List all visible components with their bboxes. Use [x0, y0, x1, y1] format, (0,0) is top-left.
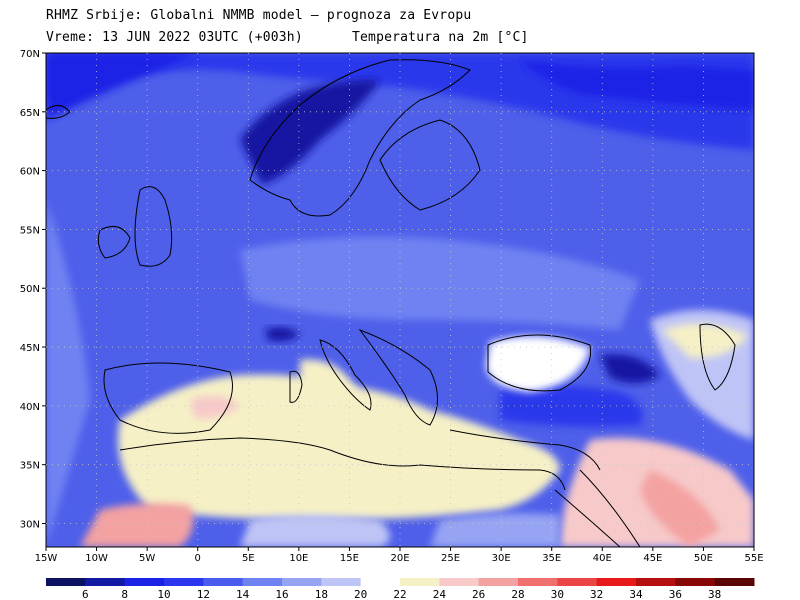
legend-color-box — [85, 578, 126, 586]
legend-color-box — [46, 578, 86, 586]
legend-tick-label: 34 — [629, 588, 643, 600]
lon-label: 5E — [242, 553, 255, 564]
lon-label: 25E — [441, 553, 460, 564]
legend-color-box — [203, 578, 244, 586]
legend-tick-label: 22 — [393, 588, 406, 600]
lon-label: 10E — [289, 553, 308, 564]
legend-color-box — [675, 578, 716, 586]
lat-label: 70N — [20, 49, 40, 60]
valid-time: Vreme: 13 JUN 2022 03UTC (+003h) — [46, 30, 303, 45]
lon-label: 15E — [340, 553, 359, 564]
lon-label: 10W — [85, 553, 108, 564]
legend-color-box — [242, 578, 283, 586]
legend-tick-label: 24 — [433, 588, 447, 600]
legend-color-box — [321, 578, 362, 586]
lat-label: 35N — [20, 461, 40, 472]
lon-label: 55E — [744, 553, 763, 564]
lat-label: 55N — [20, 225, 40, 236]
lat-label: 50N — [20, 284, 40, 295]
lat-label: 45N — [20, 343, 40, 354]
lon-label: 45E — [643, 553, 662, 564]
legend-tick-label: 12 — [197, 588, 210, 600]
axis-labels: 15W 10W 5W 0 5E 10E 15E 20E 25E 30E 35E 40E 45E 50E 55… — [20, 49, 764, 564]
lon-label: 15W — [35, 553, 58, 564]
forecast-subtitle: Vreme: 13 JUN 2022 03UTC (+003h) Temperat… — [46, 30, 528, 45]
legend-color-box — [439, 578, 480, 586]
map-title: RHMZ Srbije: Globalni NMMB model — progn… — [46, 8, 472, 23]
lon-label: 40E — [593, 553, 612, 564]
legend-tick-label: 18 — [315, 588, 328, 600]
coastlines — [46, 59, 736, 547]
legend-color-box — [714, 578, 755, 586]
legend-tick-label: 16 — [275, 588, 288, 600]
legend-tick-label: 32 — [590, 588, 603, 600]
legend-tick-label: 28 — [511, 588, 524, 600]
legend-tick-label: 10 — [157, 588, 170, 600]
legend-color-box — [557, 578, 598, 586]
lon-label: 5W — [139, 553, 155, 564]
lon-label: 20E — [390, 553, 409, 564]
legend-tick-label: 8 — [121, 588, 128, 600]
lon-label: 30E — [492, 553, 511, 564]
variable-label: Temperatura na 2m [°C] — [352, 30, 529, 45]
legend-color-box — [360, 578, 401, 586]
legend-tick-label: 30 — [551, 588, 564, 600]
legend-tick-label: 20 — [354, 588, 367, 600]
lat-label: 65N — [20, 108, 40, 119]
lon-label: 50E — [694, 553, 713, 564]
legend-color-box — [282, 578, 322, 586]
legend-color-box — [164, 578, 204, 586]
legend-color-box — [596, 578, 637, 586]
legend-tick-label: 6 — [82, 588, 89, 600]
graticule — [46, 53, 754, 547]
legend-color-box — [400, 578, 440, 586]
lat-label: 40N — [20, 402, 40, 413]
lon-label: 35E — [542, 553, 561, 564]
legend-color-box — [124, 578, 165, 586]
legend-tick-label: 14 — [236, 588, 250, 600]
lat-label: 30N — [20, 519, 40, 530]
legend-tick-label: 36 — [669, 588, 682, 600]
legend-tick-label: 38 — [708, 588, 721, 600]
legend-tick-label: 26 — [472, 588, 485, 600]
lat-label: 60N — [20, 167, 40, 178]
lon-label: 0 — [195, 553, 201, 564]
legend-color-box — [636, 578, 676, 586]
legend-color-box — [518, 578, 558, 586]
legend-color-box — [478, 578, 519, 586]
